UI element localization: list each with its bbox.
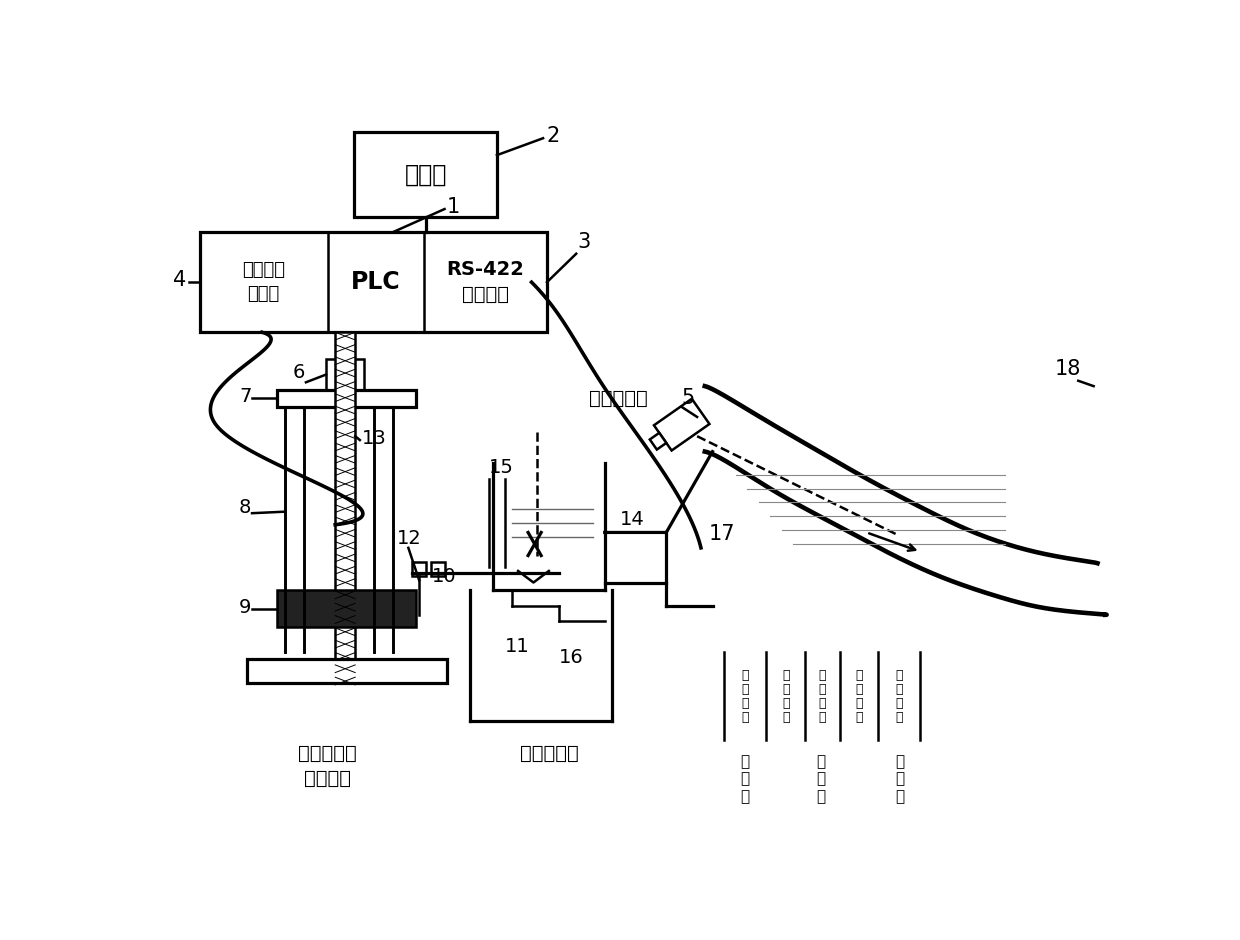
Bar [278,590,417,627]
Text: 14: 14 [620,509,645,528]
Text: 过
近
报
警: 过 近 报 警 [742,668,749,724]
Bar [247,660,446,682]
Text: 10: 10 [432,568,456,587]
Text: 1: 1 [446,196,460,217]
Text: 最
优
点: 最 优 点 [816,754,826,804]
Text: 最
远
点: 最 远 点 [895,754,904,804]
Text: 铝液存储箱: 铝液存储箱 [520,744,579,763]
Text: 步进电机及
杠杆机构: 步进电机及 杠杆机构 [298,744,357,789]
Bar [201,232,547,332]
Text: 9: 9 [239,598,252,617]
Text: 激光液位计: 激光液位计 [589,389,649,408]
Text: 3: 3 [578,231,591,252]
Bar [278,390,417,407]
Text: 触摸屏: 触摸屏 [404,163,446,186]
Text: 最
近
点: 最 近 点 [740,754,749,804]
Text: RS-422
通信模块: RS-422 通信模块 [446,260,525,305]
Text: 5: 5 [682,388,694,408]
Text: PLC: PLC [351,270,401,294]
Text: 偏
远
预
警: 偏 远 预 警 [895,668,903,724]
Text: 15: 15 [490,458,515,478]
Text: 步进电机
驱动器: 步进电机 驱动器 [242,261,285,303]
Text: 16: 16 [558,649,583,667]
Polygon shape [653,399,709,450]
Bar [355,132,497,217]
Text: 11: 11 [505,636,529,656]
Text: 18: 18 [1055,358,1081,379]
Text: 偏
近
预
警: 偏 近 预 警 [782,668,790,724]
Text: 13: 13 [362,429,387,447]
Bar [432,562,445,576]
Text: 正
常
绿
灯: 正 常 绿 灯 [818,668,826,724]
Text: 17: 17 [708,525,735,544]
Text: 6: 6 [293,364,305,383]
Text: 7: 7 [239,387,252,406]
Bar [412,562,427,576]
Text: 正
常
绿
灯: 正 常 绿 灯 [856,668,863,724]
Polygon shape [650,432,666,449]
Bar [326,359,365,390]
Text: 8: 8 [239,498,252,517]
Text: 4: 4 [174,270,187,290]
Text: 12: 12 [397,529,422,548]
Bar [335,332,355,682]
Text: 2: 2 [547,126,560,146]
